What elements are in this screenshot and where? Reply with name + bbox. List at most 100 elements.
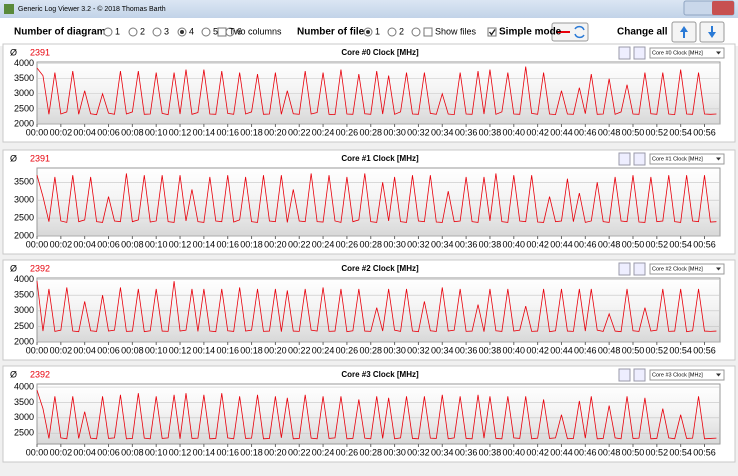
x-tick-label: 00:02 [50, 239, 73, 249]
x-tick-label: 00:00 [26, 239, 49, 249]
checkbox[interactable] [487, 27, 497, 37]
channel-selector[interactable] [649, 263, 725, 275]
radio-button[interactable] [152, 27, 162, 37]
channel-selector[interactable] [649, 153, 725, 165]
avg-value: 2391 [30, 47, 50, 57]
radio-button[interactable] [201, 27, 211, 37]
x-tick-label: 00:00 [26, 447, 49, 457]
x-tick-label: 00:08 [121, 447, 144, 457]
y-tick-label: 2000 [14, 336, 34, 346]
x-tick-label: 00:28 [359, 345, 382, 355]
window-title: Generic Log Viewer 3.2 - © 2018 Thomas B… [18, 5, 166, 13]
data-line [36, 390, 717, 440]
x-tick-label: 00:28 [359, 127, 382, 137]
avg-symbol: Ø [10, 47, 17, 57]
x-tick-label: 00:54 [669, 127, 692, 137]
radio-label: 5 [213, 26, 218, 36]
x-tick-label: 00:56 [693, 345, 716, 355]
avg-symbol: Ø [10, 369, 17, 379]
close-button[interactable] [712, 1, 734, 15]
x-tick-label: 00:14 [193, 447, 216, 457]
move-up-button[interactable] [618, 152, 631, 166]
x-tick-label: 00:42 [526, 239, 549, 249]
chart-title: Core #1 Clock [MHz] [341, 154, 419, 163]
x-tick-label: 00:44 [550, 447, 573, 457]
x-tick-label: 00:06 [97, 239, 120, 249]
x-tick-label: 00:36 [455, 127, 478, 137]
x-tick-label: 00:44 [550, 345, 573, 355]
checkbox[interactable] [423, 27, 433, 37]
x-tick-label: 00:40 [503, 447, 526, 457]
swap-icon [574, 25, 585, 39]
move-down-button[interactable] [633, 262, 646, 276]
x-tick-label: 00:52 [646, 447, 669, 457]
move-down-button[interactable] [633, 368, 646, 382]
x-tick-label: 00:20 [264, 345, 287, 355]
up-arrow-icon [680, 26, 688, 38]
x-tick-label: 00:14 [193, 345, 216, 355]
radio-label: 6 [237, 26, 242, 36]
y-tick-label: 4000 [14, 381, 34, 391]
x-tick-label: 00:34 [431, 239, 454, 249]
y-tick-label: 3000 [14, 412, 34, 422]
x-tick-label: 00:44 [550, 239, 573, 249]
x-tick-label: 00:48 [598, 239, 621, 249]
radio-button[interactable] [103, 27, 113, 37]
x-tick-label: 00:04 [73, 345, 96, 355]
x-tick-label: 00:46 [574, 127, 597, 137]
x-tick-label: 00:26 [336, 447, 359, 457]
move-up-button[interactable] [618, 368, 631, 382]
x-tick-label: 00:40 [503, 127, 526, 137]
x-tick-label: 00:56 [693, 127, 716, 137]
move-down-button[interactable] [633, 152, 646, 166]
x-tick-label: 00:38 [479, 447, 502, 457]
x-tick-label: 00:42 [526, 127, 549, 137]
x-tick-label: 00:30 [383, 127, 406, 137]
avg-value: 2392 [30, 263, 50, 273]
dropdown-arrow [716, 267, 721, 271]
x-tick-label: 00:30 [383, 447, 406, 457]
x-tick-label: 00:52 [646, 345, 669, 355]
channel-selector[interactable] [649, 369, 725, 381]
x-tick-label: 00:40 [503, 239, 526, 249]
y-tick-label: 2500 [14, 103, 34, 113]
x-tick-label: 00:32 [407, 447, 430, 457]
move-up-button[interactable] [618, 262, 631, 276]
x-tick-label: 00:44 [550, 127, 573, 137]
move-down-button[interactable] [633, 46, 646, 60]
channel-selector[interactable] [649, 47, 725, 59]
data-line [36, 281, 717, 333]
y-tick-label: 3000 [14, 195, 34, 205]
x-tick-label: 00:32 [407, 239, 430, 249]
channel-selector-text: Core #2 Clock [MHz] [652, 266, 703, 272]
x-tick-label: 00:06 [97, 447, 120, 457]
move-up-button[interactable] [618, 46, 631, 60]
x-tick-label: 00:24 [312, 127, 335, 137]
x-tick-label: 00:12 [169, 345, 192, 355]
checkbox[interactable] [217, 27, 227, 37]
y-tick-label: 3000 [14, 305, 34, 315]
x-tick-label: 00:06 [97, 345, 120, 355]
x-tick-label: 00:00 [26, 127, 49, 137]
y-tick-label: 2500 [14, 428, 34, 438]
change-all-label: Change all [617, 27, 668, 38]
x-tick-label: 00:56 [693, 239, 716, 249]
radio-button[interactable] [411, 27, 421, 37]
data-line [36, 66, 717, 116]
radio-button[interactable] [387, 27, 397, 37]
x-tick-label: 00:16 [216, 447, 239, 457]
x-tick-label: 00:48 [598, 127, 621, 137]
plot-area [36, 167, 721, 237]
x-tick-label: 00:38 [479, 239, 502, 249]
radio-dot [366, 30, 370, 34]
x-tick-label: 00:32 [407, 345, 430, 355]
app-icon [4, 4, 14, 14]
avg-value: 2391 [30, 153, 50, 163]
x-tick-label: 00:54 [669, 345, 692, 355]
x-tick-label: 00:50 [622, 345, 645, 355]
x-tick-label: 00:30 [383, 345, 406, 355]
radio-button[interactable] [128, 27, 138, 37]
x-tick-label: 00:26 [336, 239, 359, 249]
